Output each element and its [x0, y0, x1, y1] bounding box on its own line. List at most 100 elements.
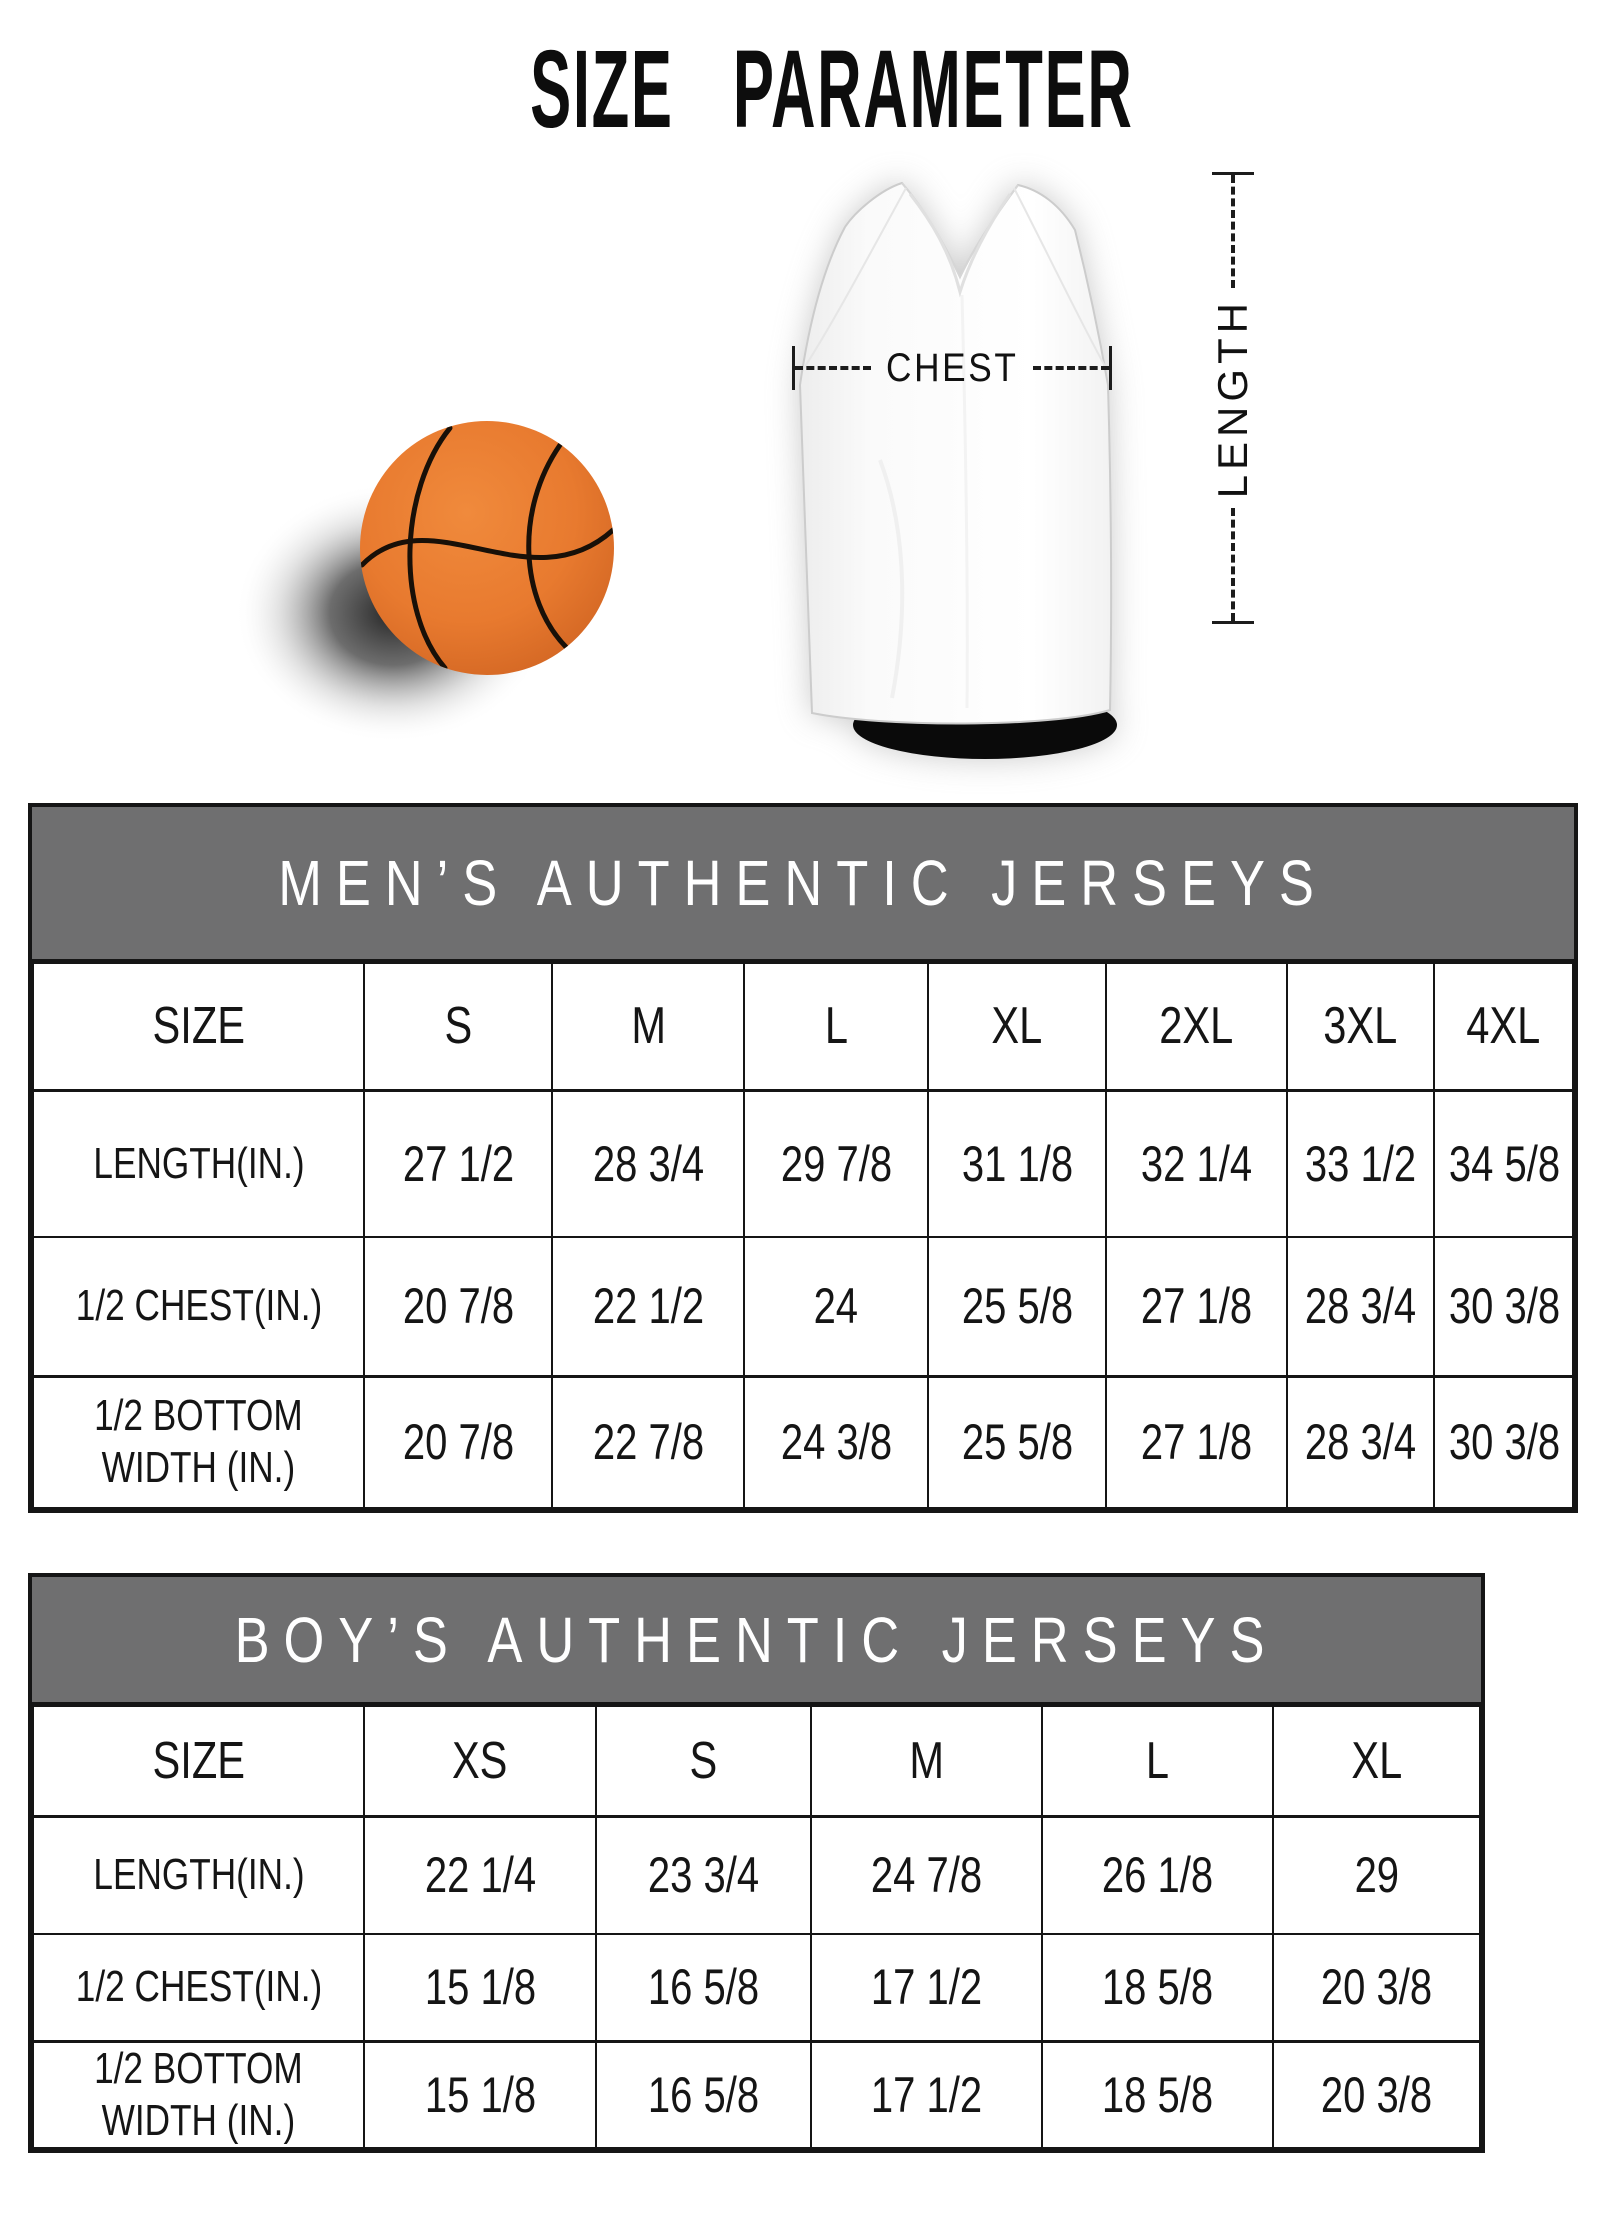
- boys-col-header: XL: [1272, 1705, 1481, 1818]
- length-measure-line: LENGTH: [1209, 172, 1256, 625]
- boys-chest-row: 1/2 CHEST(IN.) 15 1/8 16 5/8 17 1/2 18 5…: [31, 1933, 1481, 2042]
- mens-value-cell: 27 1/8: [1105, 1374, 1288, 1509]
- chest-right-tick: [1109, 346, 1113, 390]
- cell-text: 33 1/2: [1304, 1135, 1417, 1192]
- mens-col-header: 2XL: [1105, 962, 1288, 1092]
- cell-text: S: [689, 1731, 718, 1790]
- cell-text: 16 5/8: [648, 2066, 760, 2123]
- boys-value-cell: 17 1/2: [810, 2039, 1043, 2149]
- cell-text: 25 5/8: [961, 1414, 1073, 1471]
- cell-text: 15 1/8: [424, 1959, 536, 2016]
- boys-value-cell: 16 5/8: [594, 1933, 813, 2042]
- mens-bottom-width-row: 1/2 BOTTOM WIDTH (IN.) 20 7/8 22 7/8 24 …: [31, 1374, 1574, 1509]
- cell-text: 24 7/8: [870, 1847, 983, 1904]
- cell-text: 20 3/8: [1320, 2066, 1433, 2123]
- mens-col-header: 4XL: [1433, 962, 1574, 1092]
- cell-text: 20 7/8: [402, 1278, 514, 1335]
- cell-text: 27 1/2: [402, 1135, 514, 1192]
- page-title-text: SIZE PARAMETER: [530, 28, 1134, 151]
- boys-value-cell: 23 3/4: [594, 1815, 813, 1935]
- cell-text: 15 1/8: [424, 2066, 536, 2123]
- mens-value-cell: 27 1/8: [1105, 1236, 1288, 1377]
- mens-value-cell: 25 5/8: [926, 1374, 1108, 1509]
- cell-text: 24: [813, 1278, 859, 1335]
- cell-text: XL: [1351, 1731, 1402, 1790]
- cell-text: LENGTH(IN.): [92, 1138, 305, 1188]
- basketball-icon: [235, 421, 614, 743]
- cell-text: SIZE: [152, 1731, 245, 1790]
- cell-text: 3XL: [1323, 997, 1398, 1056]
- length-label: LENGTH: [1209, 297, 1256, 499]
- cell-text: 29: [1354, 1847, 1399, 1904]
- mens-value-cell: 30 3/8: [1433, 1236, 1574, 1377]
- boys-size-table: BOY’S AUTHENTIC JERSEYS SIZE XS S M L XL…: [28, 1573, 1485, 2153]
- mens-col-header: S: [363, 962, 553, 1092]
- mens-value-cell: 33 1/2: [1285, 1089, 1436, 1238]
- cell-text: 31 1/8: [961, 1135, 1073, 1192]
- boys-value-cell: 18 5/8: [1040, 1933, 1275, 2042]
- mens-value-cell: 20 7/8: [363, 1236, 553, 1377]
- mens-size-label-cell: SIZE: [31, 962, 366, 1092]
- cell-text: 34 5/8: [1449, 1135, 1561, 1192]
- cell-text: 22 7/8: [592, 1414, 704, 1471]
- cell-text: 1/2 BOTTOM WIDTH (IN.): [94, 1391, 303, 1493]
- cell-text: 30 3/8: [1449, 1414, 1561, 1471]
- boys-value-cell: 22 1/4: [363, 1815, 597, 1935]
- chest-label: CHEST: [885, 345, 1019, 390]
- boys-table-header: BOY’S AUTHENTIC JERSEYS: [32, 1577, 1481, 1705]
- cell-text: 1/2 BOTTOM WIDTH (IN.): [94, 2043, 303, 2145]
- mens-value-cell: 31 1/8: [926, 1089, 1108, 1238]
- chest-measure-line: CHEST: [792, 345, 1113, 390]
- boys-size-header-row: SIZE XS S M L XL: [31, 1705, 1481, 1818]
- cell-text: L: [824, 997, 848, 1056]
- boys-value-cell: 29: [1272, 1815, 1481, 1935]
- measurement-diagram: CHEST LENGTH: [0, 120, 1600, 800]
- mens-col-header: 3XL: [1285, 962, 1436, 1092]
- cell-text: 18 5/8: [1101, 1959, 1213, 2016]
- basketball-image: [235, 385, 645, 750]
- mens-table-header: MEN’S AUTHENTIC JERSEYS: [32, 807, 1574, 962]
- mens-chest-row: 1/2 CHEST(IN.) 20 7/8 22 1/2 24 25 5/8 2…: [31, 1236, 1574, 1377]
- mens-value-cell: 34 5/8: [1433, 1089, 1574, 1238]
- mens-col-header: M: [550, 962, 746, 1092]
- jersey-icon: [798, 181, 1117, 759]
- mens-value-cell: 28 3/4: [550, 1089, 746, 1238]
- cell-text: M: [909, 1731, 944, 1790]
- boys-table-title: BOY’S AUTHENTIC JERSEYS: [234, 1603, 1279, 1676]
- cell-text: 25 5/8: [961, 1278, 1073, 1335]
- chest-left-tick: [792, 346, 795, 390]
- boys-row-label-cell: 1/2 BOTTOM WIDTH (IN.): [31, 2039, 366, 2149]
- cell-text: 22 1/2: [592, 1278, 704, 1335]
- mens-col-header: XL: [926, 962, 1108, 1092]
- boys-value-cell: 18 5/8: [1040, 2039, 1275, 2149]
- mens-value-cell: 28 3/4: [1285, 1236, 1436, 1377]
- cell-text: 1/2 CHEST(IN.): [75, 1281, 322, 1331]
- cell-text: 17 1/2: [870, 1959, 983, 2016]
- mens-row-label-cell: 1/2 CHEST(IN.): [31, 1236, 366, 1377]
- cell-text: S: [444, 997, 472, 1056]
- cell-text: 22 1/4: [424, 1847, 536, 1904]
- boys-value-cell: 17 1/2: [810, 1933, 1043, 2042]
- length-dash-top: [1231, 175, 1235, 288]
- boys-table-grid: SIZE XS S M L XL LENGTH(IN.) 22 1/4 23 3…: [31, 1705, 1481, 2149]
- boys-value-cell: 20 3/8: [1272, 2039, 1481, 2149]
- mens-length-row: LENGTH(IN.) 27 1/2 28 3/4 29 7/8 31 1/8 …: [31, 1089, 1574, 1238]
- mens-table-grid: SIZE S M L XL 2XL 3XL 4XL LENGTH(IN.) 27…: [31, 962, 1574, 1509]
- cell-text: 27 1/8: [1140, 1414, 1253, 1471]
- boys-col-header: XS: [363, 1705, 597, 1818]
- cell-text: M: [630, 997, 666, 1056]
- boys-col-header: M: [810, 1705, 1043, 1818]
- cell-text: SIZE: [152, 997, 245, 1056]
- mens-row-label-cell: 1/2 BOTTOM WIDTH (IN.): [31, 1374, 366, 1509]
- cell-text: XS: [452, 1731, 508, 1790]
- page-title: SIZE PARAMETER: [64, 26, 1600, 153]
- mens-value-cell: 24 3/8: [743, 1374, 929, 1509]
- mens-value-cell: 27 1/2: [363, 1089, 553, 1238]
- cell-text: 24 3/8: [780, 1414, 892, 1471]
- boys-value-cell: 16 5/8: [594, 2039, 813, 2149]
- mens-value-cell: 22 1/2: [550, 1236, 746, 1377]
- mens-row-label-cell: LENGTH(IN.): [31, 1089, 366, 1238]
- chest-dash-left: [795, 366, 871, 370]
- cell-text: 28 3/4: [1304, 1414, 1417, 1471]
